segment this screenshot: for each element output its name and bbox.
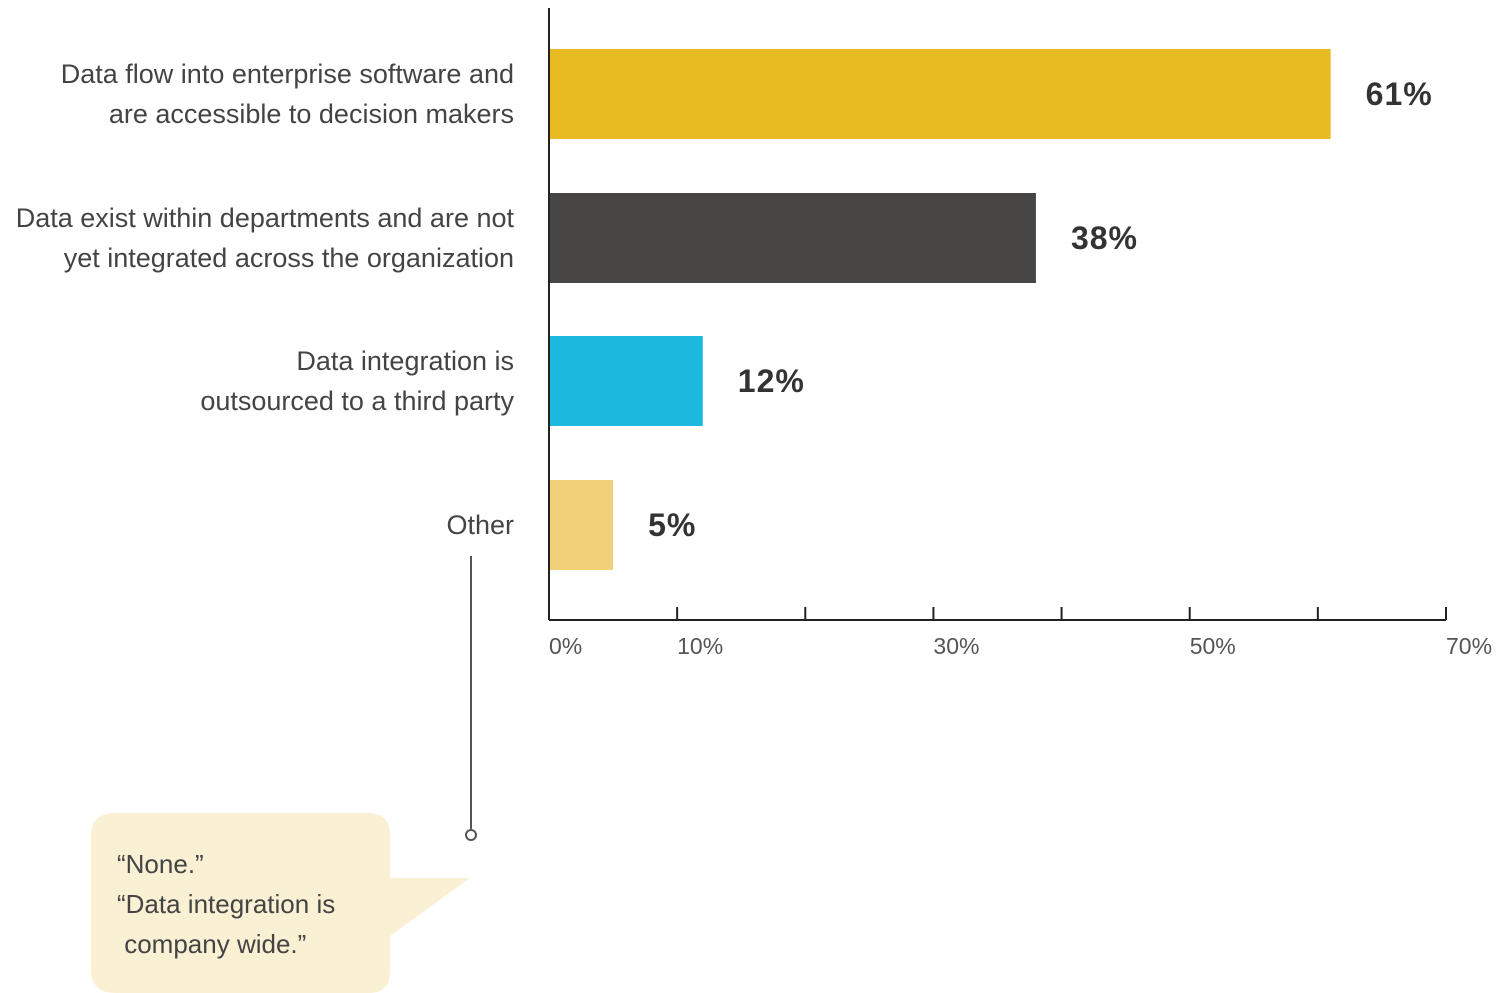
- x-tick-label-2: 30%: [933, 633, 979, 659]
- category-label-0: Data flow into enterprise software and ar…: [61, 59, 514, 129]
- axes: 0% 10% 30% 50% 70%: [548, 8, 1492, 659]
- value-label-0: 61%: [1366, 76, 1433, 112]
- bar-0: [549, 49, 1331, 139]
- value-label-3: 5%: [648, 507, 696, 543]
- x-tick-label-3: 50%: [1190, 633, 1236, 659]
- category-labels: Data flow into enterprise software and ar…: [16, 59, 515, 540]
- bar-2: [549, 336, 703, 426]
- value-labels: 61% 38% 12% 5%: [648, 76, 1433, 543]
- other-callout: “None.” “Data integration is company wide…: [91, 556, 477, 993]
- x-tick-label-0: 0%: [549, 633, 582, 659]
- bars-layer: [549, 49, 1331, 570]
- category-label-2: Data integration is outsourced to a third…: [200, 346, 514, 416]
- callout-dot: [465, 829, 477, 841]
- callout-bubble: [91, 813, 470, 993]
- bar-3: [549, 480, 614, 570]
- callout-text: “None.” “Data integration is company wide…: [117, 849, 335, 959]
- value-label-2: 12%: [738, 363, 805, 399]
- x-tick-label-4: 70%: [1446, 633, 1492, 659]
- value-label-1: 38%: [1071, 220, 1138, 256]
- category-label-1: Data exist within departments and are no…: [16, 203, 515, 273]
- category-label-3: Other: [446, 510, 514, 540]
- x-tick-label-1: 10%: [677, 633, 723, 659]
- bar-1: [549, 193, 1036, 283]
